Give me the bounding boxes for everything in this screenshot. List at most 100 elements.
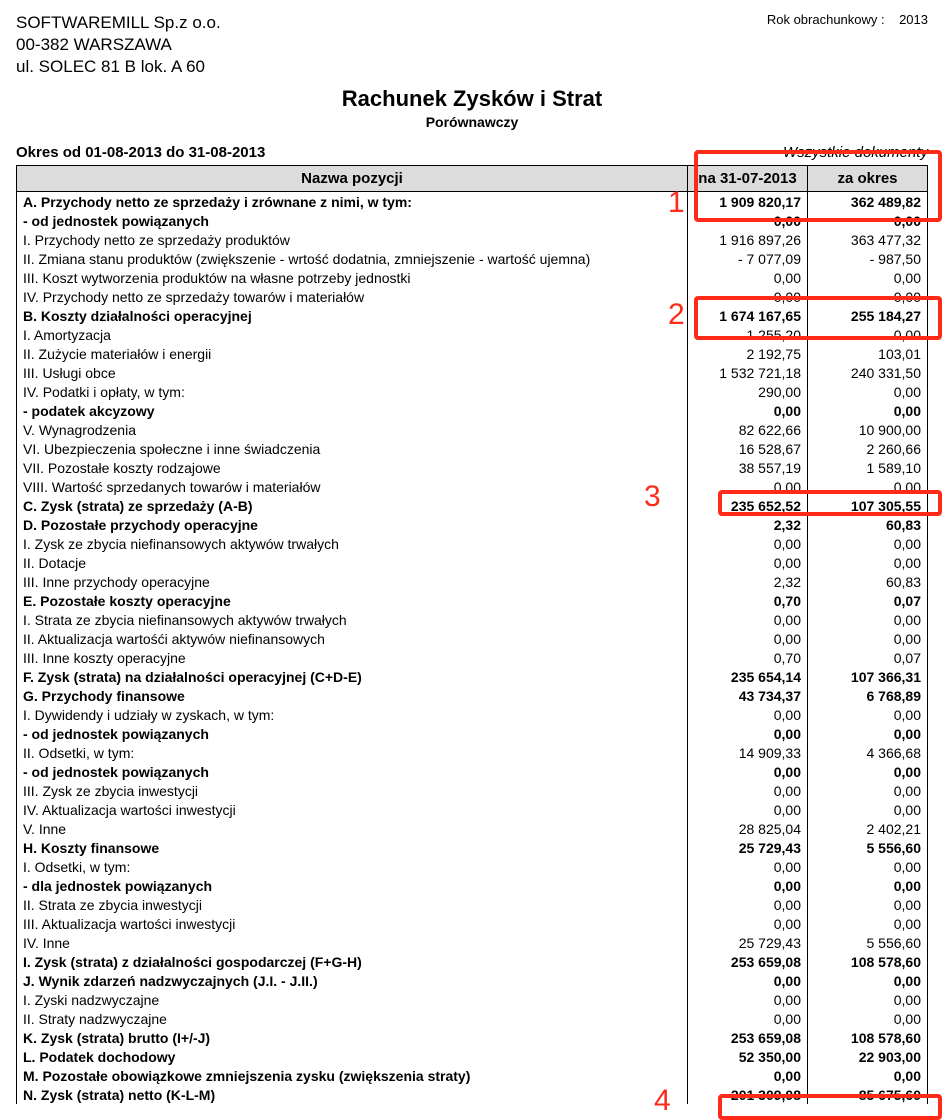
company-postal: 00-382 WARSZAWA [16, 34, 221, 56]
row-value-col2: 4 366,68 [808, 743, 928, 762]
table-row: II. Odsetki, w tym:14 909,334 366,68 [17, 743, 928, 762]
row-label: II. Zużycie materiałów i energii [17, 344, 688, 363]
table-row: K. Zysk (strata) brutto (I+/-J)253 659,0… [17, 1028, 928, 1047]
row-value-col1: 2,32 [688, 515, 808, 534]
row-value-col1: 0,00 [688, 895, 808, 914]
row-label: I. Amortyzacja [17, 325, 688, 344]
table-row: I. Strata ze zbycia niefinansowych aktyw… [17, 610, 928, 629]
row-label: C. Zysk (strata) ze sprzedaży (A-B) [17, 496, 688, 515]
row-value-col2: 0,00 [808, 629, 928, 648]
table-row: IV. Przychody netto ze sprzedaży towarów… [17, 287, 928, 306]
row-value-col2: 0,00 [808, 1009, 928, 1028]
table-row: - od jednostek powiązanych0,000,00 [17, 762, 928, 781]
row-label: III. Usługi obce [17, 363, 688, 382]
row-label: IV. Podatki i opłaty, w tym: [17, 382, 688, 401]
row-label: II. Straty nadzwyczajne [17, 1009, 688, 1028]
table-row: N. Zysk (strata) netto (K-L-M)201 309,08… [17, 1085, 928, 1104]
row-value-col1: 253 659,08 [688, 952, 808, 971]
row-value-col2: 10 900,00 [808, 420, 928, 439]
row-value-col2: 0,00 [808, 914, 928, 933]
table-row: - od jednostek powiązanych0,000,00 [17, 211, 928, 230]
row-label: I. Strata ze zbycia niefinansowych aktyw… [17, 610, 688, 629]
row-label: VI. Ubezpieczenia społeczne i inne świad… [17, 439, 688, 458]
row-value-col2: 0,00 [808, 990, 928, 1009]
row-label: V. Wynagrodzenia [17, 420, 688, 439]
row-value-col1: 2,32 [688, 572, 808, 591]
row-value-col2: 362 489,82 [808, 192, 928, 212]
table-row: II. Strata ze zbycia inwestycji0,000,00 [17, 895, 928, 914]
row-value-col1: 0,00 [688, 610, 808, 629]
row-label: VIII. Wartość sprzedanych towarów i mate… [17, 477, 688, 496]
row-label: VII. Pozostałe koszty rodzajowe [17, 458, 688, 477]
row-label: III. Inne koszty operacyjne [17, 648, 688, 667]
table-row: I. Zysk ze zbycia niefinansowych aktywów… [17, 534, 928, 553]
table-row: III. Zysk ze zbycia inwestycji0,000,00 [17, 781, 928, 800]
row-value-col1: 1 909 820,17 [688, 192, 808, 212]
row-value-col1: 52 350,00 [688, 1047, 808, 1066]
row-value-col1: 0,00 [688, 800, 808, 819]
top-header: SOFTWAREMILL Sp.z o.o. 00-382 WARSZAWA u… [16, 12, 928, 78]
row-value-col2: 5 556,60 [808, 838, 928, 857]
row-value-col1: 14 909,33 [688, 743, 808, 762]
row-value-col1: 0,00 [688, 781, 808, 800]
row-value-col2: 1 589,10 [808, 458, 928, 477]
row-value-col2: - 987,50 [808, 249, 928, 268]
table-row: II. Straty nadzwyczajne0,000,00 [17, 1009, 928, 1028]
table-row: II. Dotacje0,000,00 [17, 553, 928, 572]
row-value-col1: 0,70 [688, 648, 808, 667]
row-label: - dla jednostek powiązanych [17, 876, 688, 895]
row-value-col2: 60,83 [808, 572, 928, 591]
row-value-col2: 0,00 [808, 477, 928, 496]
table-row: I. Przychody netto ze sprzedaży produktó… [17, 230, 928, 249]
table-row: B. Koszty działalności operacyjnej1 674 … [17, 306, 928, 325]
table-row: IV. Inne25 729,435 556,60 [17, 933, 928, 952]
table-row: III. Usługi obce1 532 721,18240 331,50 [17, 363, 928, 382]
fiscal-year: Rok obrachunkowy : 2013 [767, 12, 928, 27]
row-value-col1: 0,00 [688, 724, 808, 743]
row-value-col2: 0,07 [808, 591, 928, 610]
table-row: VIII. Wartość sprzedanych towarów i mate… [17, 477, 928, 496]
row-label: IV. Aktualizacja wartości inwestycji [17, 800, 688, 819]
table-row: I. Zysk (strata) z działalności gospodar… [17, 952, 928, 971]
row-value-col1: 0,00 [688, 990, 808, 1009]
row-value-col2: 0,00 [808, 382, 928, 401]
row-value-col1: 235 654,14 [688, 667, 808, 686]
row-value-col2: 0,00 [808, 534, 928, 553]
row-value-col2: 108 578,60 [808, 952, 928, 971]
row-label: I. Zysk (strata) z działalności gospodar… [17, 952, 688, 971]
row-label: I. Dywidendy i udziały w zyskach, w tym: [17, 705, 688, 724]
row-value-col2: 0,00 [808, 268, 928, 287]
table-row: III. Koszt wytworzenia produktów na włas… [17, 268, 928, 287]
fiscal-year-label: Rok obrachunkowy : [767, 12, 885, 27]
row-value-col1: 28 825,04 [688, 819, 808, 838]
table-row: V. Inne28 825,042 402,21 [17, 819, 928, 838]
profit-loss-table: Nazwa pozycji na 31-07-2013 za okres A. … [16, 165, 928, 1104]
row-label: E. Pozostałe koszty operacyjne [17, 591, 688, 610]
table-row: VI. Ubezpieczenia społeczne i inne świad… [17, 439, 928, 458]
table-row: I. Zyski nadzwyczajne0,000,00 [17, 990, 928, 1009]
document: SOFTWAREMILL Sp.z o.o. 00-382 WARSZAWA u… [16, 12, 928, 1104]
row-value-col1: 0,70 [688, 591, 808, 610]
table-row: III. Aktualizacja wartości inwestycji0,0… [17, 914, 928, 933]
row-label: A. Przychody netto ze sprzedaży i zrówna… [17, 192, 688, 212]
row-value-col2: 0,07 [808, 648, 928, 667]
row-label: II. Dotacje [17, 553, 688, 572]
row-value-col1: 290,00 [688, 382, 808, 401]
row-value-col2: 2 402,21 [808, 819, 928, 838]
row-value-col2: 107 366,31 [808, 667, 928, 686]
row-value-col1: 0,00 [688, 287, 808, 306]
row-value-col2: 60,83 [808, 515, 928, 534]
row-value-col2: 85 675,60 [808, 1085, 928, 1104]
row-value-col1: 43 734,37 [688, 686, 808, 705]
row-value-col2: 0,00 [808, 895, 928, 914]
row-label: K. Zysk (strata) brutto (I+/-J) [17, 1028, 688, 1047]
company-street: ul. SOLEC 81 B lok. A 60 [16, 56, 221, 78]
table-row: I. Amortyzacja1 255,200,00 [17, 325, 928, 344]
row-value-col2: 363 477,32 [808, 230, 928, 249]
row-value-col1: 0,00 [688, 211, 808, 230]
row-value-col1: 0,00 [688, 629, 808, 648]
row-value-col1: 2 192,75 [688, 344, 808, 363]
row-value-col1: 16 528,67 [688, 439, 808, 458]
row-label: I. Zyski nadzwyczajne [17, 990, 688, 1009]
table-header-row: Nazwa pozycji na 31-07-2013 za okres [17, 166, 928, 192]
